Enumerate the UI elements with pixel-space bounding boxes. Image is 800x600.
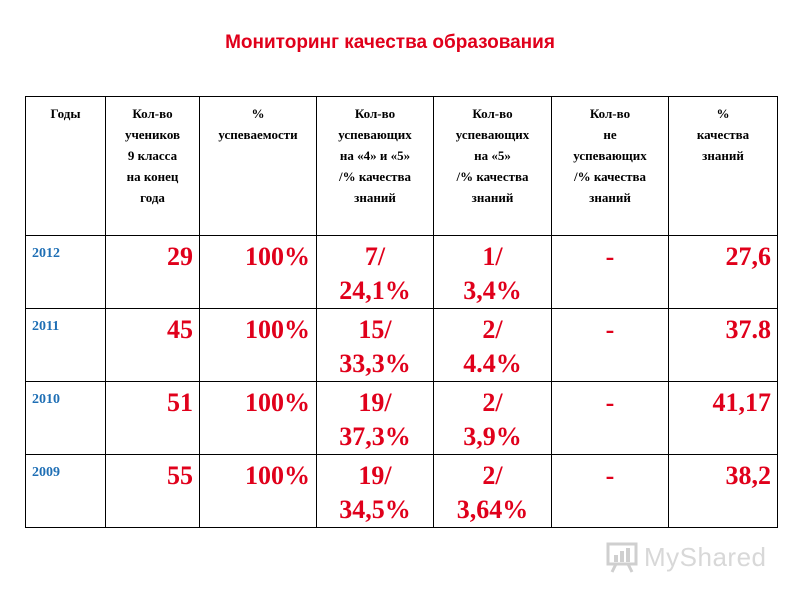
excellent-count: 2/	[482, 388, 503, 417]
good-percent: 34,5%	[339, 495, 411, 524]
quality-table: Годы Кол-во учеников 9 класса на конец г…	[25, 96, 778, 528]
good-count: 7/	[364, 242, 386, 271]
students-cell: 55	[105, 454, 200, 528]
success-cell: 100%	[199, 308, 317, 382]
year-cell: 2011	[25, 308, 106, 382]
header-success-rate: % успеваемости	[199, 96, 317, 236]
excellent-count: 1/	[482, 242, 503, 271]
year-cell: 2009	[25, 454, 106, 528]
year-cell: 2012	[25, 235, 106, 309]
year-cell: 2010	[25, 381, 106, 455]
excellent-cell: 2/3,64%	[433, 454, 552, 528]
quality-cell: 38,2	[668, 454, 778, 528]
good-cell: 19/34,5%	[316, 454, 434, 528]
quality-cell: 27,6	[668, 235, 778, 309]
good-cell: 19/37,3%	[316, 381, 434, 455]
table-row: 2010 51 100% 19/37,3% 2/3,9% - 41,17	[25, 381, 778, 455]
students-cell: 51	[105, 381, 200, 455]
table-row: 2012 29 100% 7/24,1% 1/3,4% - 27,6	[25, 235, 778, 309]
excellent-percent: 3,64%	[456, 495, 529, 524]
excellent-count: 2/	[482, 461, 503, 490]
excellent-percent: 3,4%	[463, 276, 522, 305]
quality-cell: 41,17	[668, 381, 778, 455]
failing-cell: -	[551, 381, 669, 455]
chart-presentation-icon	[606, 542, 638, 573]
good-cell: 15/33,3%	[316, 308, 434, 382]
success-cell: 100%	[199, 454, 317, 528]
students-cell: 29	[105, 235, 200, 309]
table-row: 2009 55 100% 19/34,5% 2/3,64% - 38,2	[25, 454, 778, 528]
header-failing-students: Кол-во не успевающих /% качества знаний	[551, 96, 669, 236]
failing-cell: -	[551, 235, 669, 309]
students-cell: 45	[105, 308, 200, 382]
table-row: 2011 45 100% 15/33,3% 2/4.4% - 37.8	[25, 308, 778, 382]
good-percent: 24,1%	[339, 276, 411, 305]
excellent-cell: 2/3,9%	[433, 381, 552, 455]
failing-cell: -	[551, 454, 669, 528]
header-years: Годы	[25, 96, 106, 236]
good-count: 15/	[358, 315, 392, 344]
success-cell: 100%	[199, 381, 317, 455]
excellent-cell: 2/4.4%	[433, 308, 552, 382]
header-students: Кол-во учеников 9 класса на конец года	[105, 96, 200, 236]
good-count: 19/	[358, 388, 392, 417]
header-excellent-students: Кол-во успевающих на «5» /% качества зна…	[433, 96, 552, 236]
failing-cell: -	[551, 308, 669, 382]
header-good-students: Кол-во успевающих на «4» и «5» /% качест…	[316, 96, 434, 236]
good-count: 19/	[358, 461, 392, 490]
watermark-text: MyShared	[644, 542, 767, 572]
excellent-cell: 1/3,4%	[433, 235, 552, 309]
quality-cell: 37.8	[668, 308, 778, 382]
excellent-count: 2/	[482, 315, 503, 344]
table-header-row: Годы Кол-во учеников 9 класса на конец г…	[25, 96, 778, 236]
good-cell: 7/24,1%	[316, 235, 434, 309]
excellent-percent: 4.4%	[463, 349, 522, 378]
page-title: Мониторинг качества образования	[225, 32, 555, 53]
header-quality: % качества знаний	[668, 96, 778, 236]
good-percent: 33,3%	[339, 349, 411, 378]
watermark-logo[interactable]: MyShared	[606, 538, 776, 578]
excellent-percent: 3,9%	[463, 422, 522, 451]
success-cell: 100%	[199, 235, 317, 309]
good-percent: 37,3%	[339, 422, 411, 451]
